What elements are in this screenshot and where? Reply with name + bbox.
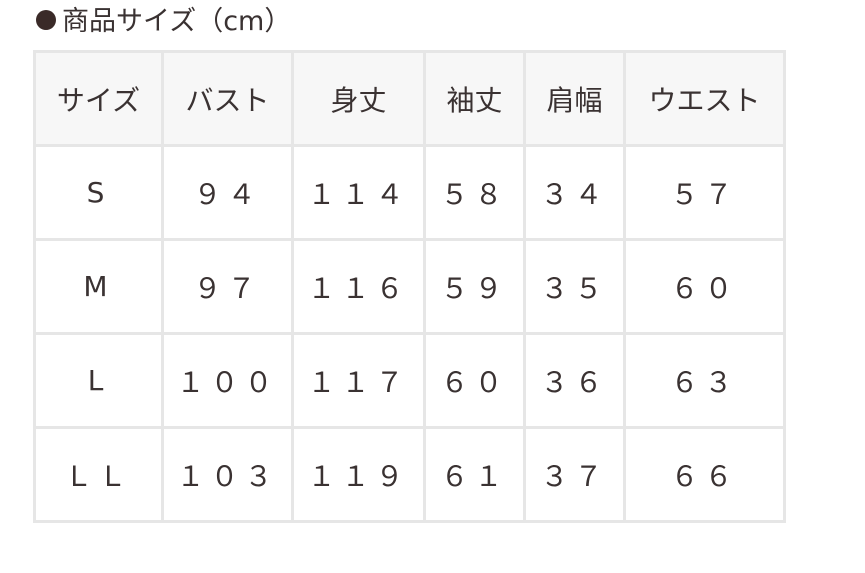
section-title: 商品サイズ（cm） [36,4,291,40]
header-cell: 身丈 [291,50,426,147]
cell: ９４ [161,144,294,241]
cell: ３６ [523,332,626,429]
header-row: サイズ バスト 身丈 袖丈 肩幅 ウエスト [33,50,786,147]
cell: ３５ [523,238,626,335]
cell: S [33,144,164,241]
cell: L [33,332,164,429]
cell: ６０ [623,238,786,335]
header-cell: バスト [161,50,294,147]
section-title-text: 商品サイズ（cm） [62,6,292,37]
cell: １０３ [161,426,294,523]
cell: ５７ [623,144,786,241]
cell: ６３ [623,332,786,429]
cell: ６０ [423,332,526,429]
cell: １００ [161,332,294,429]
cell: ３７ [523,426,626,523]
cell: ５８ [423,144,526,241]
cell: １１９ [291,426,426,523]
cell: ＬＬ [33,426,164,523]
table-row: S ９４ １１４ ５８ ３４ ５７ [33,144,786,241]
table-row: ＬＬ １０３ １１９ ６１ ３７ ６６ [33,426,786,523]
header-cell: ウエスト [623,50,786,147]
header-cell: サイズ [33,50,164,147]
header-cell: 肩幅 [523,50,626,147]
table-row: M ９７ １１６ ５９ ３５ ６０ [33,238,786,335]
cell: １１４ [291,144,426,241]
cell: ３４ [523,144,626,241]
cell: M [33,238,164,335]
table-row: L １００ １１７ ６０ ３６ ６３ [33,332,786,429]
cell: １１６ [291,238,426,335]
cell: ６６ [623,426,786,523]
bullet-icon [36,9,56,30]
size-table: サイズ バスト 身丈 袖丈 肩幅 ウエスト S ９４ １１４ ５８ ３４ ５７ … [33,50,786,523]
cell: １１７ [291,332,426,429]
cell: ５９ [423,238,526,335]
cell: ９７ [161,238,294,335]
header-cell: 袖丈 [423,50,526,147]
cell: ６１ [423,426,526,523]
